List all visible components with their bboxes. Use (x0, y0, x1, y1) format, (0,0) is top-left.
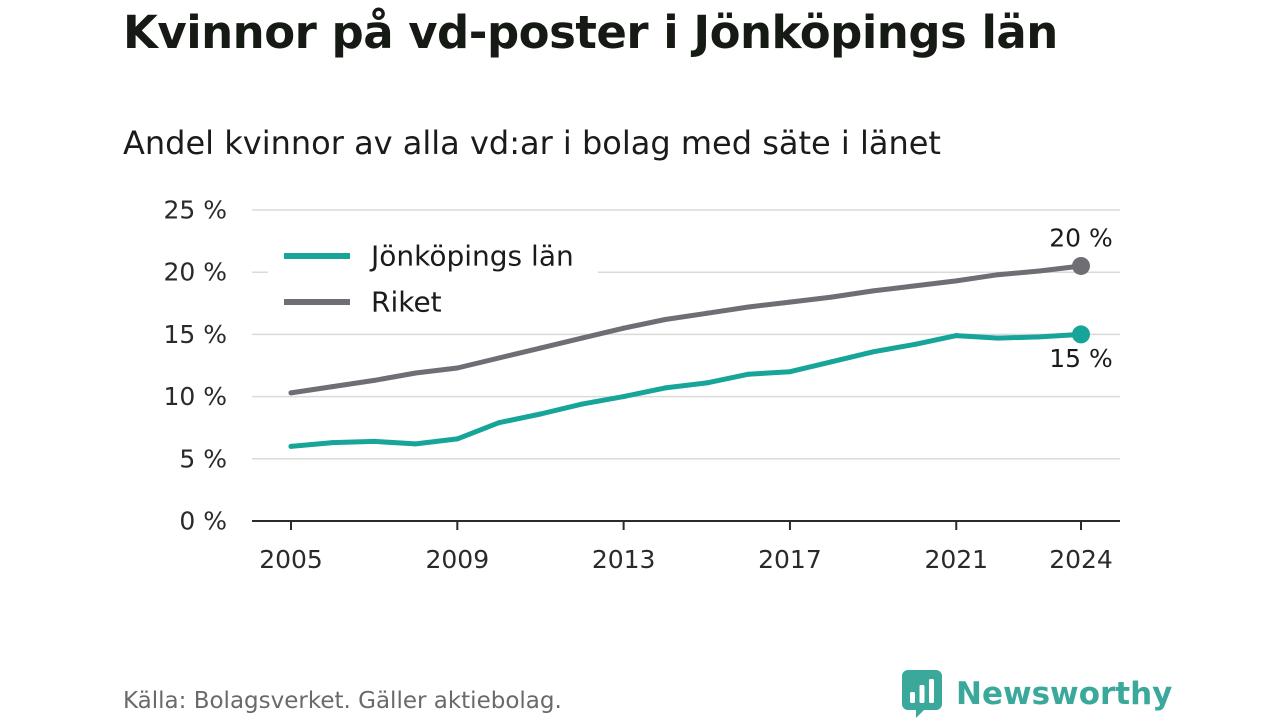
series-end-marker (1072, 256, 1090, 275)
y-tick-label: 10 % (163, 382, 227, 411)
brand-name: Newsworthy (956, 676, 1173, 712)
x-tick-label: 2021 (924, 545, 988, 574)
data-point (829, 294, 835, 300)
y-tick-label: 0 % (179, 507, 227, 536)
y-axis-labels: 0 % 5 % 10 % 15 % 20 % 25 % (163, 196, 227, 536)
data-point (288, 390, 294, 396)
data-point (1036, 334, 1042, 340)
data-point (621, 325, 627, 331)
data-point (870, 349, 876, 355)
data-point (496, 355, 502, 361)
data-point (579, 401, 585, 407)
end-labels: 15 % 20 % (1049, 223, 1113, 372)
data-point (953, 333, 959, 339)
data-point (995, 272, 1001, 278)
x-tick-label: 2024 (1049, 545, 1113, 574)
data-point (454, 436, 460, 442)
chart-title: Kvinnor på vd-poster i Jönköpings län (123, 6, 1058, 59)
data-point (953, 278, 959, 284)
data-point (454, 365, 460, 371)
legend-background (268, 226, 598, 324)
data-point (288, 443, 294, 449)
data-point (496, 420, 502, 426)
legend: Jönköpings län Riket (268, 226, 598, 324)
legend-label: Riket (371, 286, 442, 319)
data-point (537, 345, 543, 351)
series-lines (288, 256, 1090, 449)
y-tick-label: 25 % (163, 196, 227, 225)
data-point (787, 369, 793, 375)
legend-label: Jönköpings län (369, 240, 574, 273)
series-line (288, 263, 1084, 396)
series-end-marker (1072, 325, 1090, 344)
data-point (912, 283, 918, 289)
data-point (413, 370, 419, 376)
data-point (745, 304, 751, 310)
data-point (1036, 268, 1042, 274)
data-point (662, 316, 668, 322)
data-point (371, 377, 377, 383)
data-point (413, 441, 419, 447)
data-point (579, 335, 585, 341)
data-point (787, 299, 793, 305)
data-point (537, 411, 543, 417)
data-point (330, 384, 336, 390)
data-point (829, 359, 835, 365)
x-tick-label: 2013 (592, 545, 656, 574)
y-tick-label: 5 % (179, 444, 227, 473)
bar-chart-speech-bubble-icon (902, 670, 942, 718)
chart-subtitle: Andel kvinnor av alla vd:ar i bolag med … (123, 124, 941, 162)
x-axis: 2005 2009 2013 2017 2021 2024 (252, 520, 1120, 574)
source-note: Källa: Bolagsverket. Gäller aktiebolag. (123, 688, 562, 714)
brand-logo: Newsworthy (902, 670, 1172, 718)
data-point (745, 371, 751, 377)
data-point (704, 310, 710, 316)
data-point (662, 385, 668, 391)
data-point (704, 380, 710, 386)
end-value-label: 15 % (1049, 344, 1113, 373)
data-point (912, 341, 918, 347)
data-point (995, 335, 1001, 341)
data-point (371, 438, 377, 444)
data-point (870, 288, 876, 294)
x-tick-label: 2005 (259, 545, 323, 574)
data-point (330, 440, 336, 446)
series-line (288, 331, 1084, 449)
x-tick-label: 2017 (758, 545, 822, 574)
x-tick-label: 2009 (426, 545, 490, 574)
data-point (621, 394, 627, 400)
y-tick-label: 20 % (163, 258, 227, 287)
end-value-label: 20 % (1049, 223, 1113, 252)
y-tick-label: 15 % (163, 320, 227, 349)
